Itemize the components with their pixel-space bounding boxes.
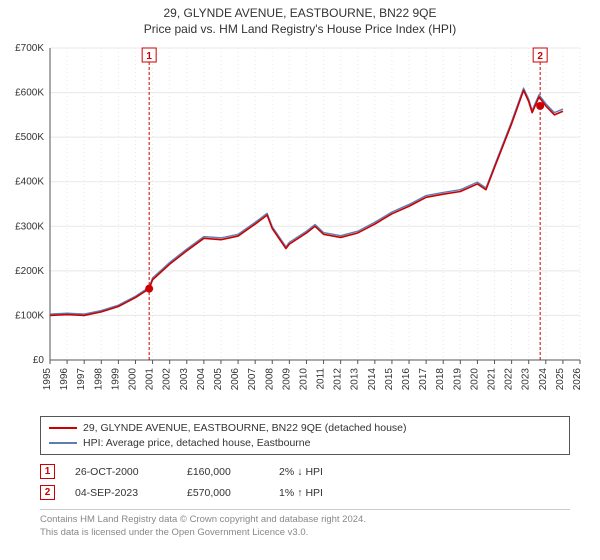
- svg-text:2016: 2016: [401, 368, 412, 391]
- svg-text:2009: 2009: [281, 368, 292, 391]
- svg-text:2011: 2011: [316, 368, 327, 390]
- svg-text:£600K: £600K: [15, 88, 44, 99]
- svg-text:£400K: £400K: [15, 177, 44, 188]
- svg-text:1999: 1999: [110, 368, 121, 391]
- svg-text:2: 2: [537, 51, 543, 62]
- legend-item: 29, GLYNDE AVENUE, EASTBOURNE, BN22 9QE …: [49, 421, 561, 436]
- footer-line: This data is licensed under the Open Gov…: [40, 527, 570, 539]
- footer-line: Contains HM Land Registry data © Crown c…: [40, 514, 570, 526]
- svg-text:2015: 2015: [384, 368, 395, 391]
- svg-text:2024: 2024: [538, 368, 549, 391]
- svg-text:£500K: £500K: [15, 132, 44, 143]
- svg-text:1995: 1995: [42, 368, 53, 391]
- legend-item: HPI: Average price, detached house, East…: [49, 436, 561, 451]
- event-price: £570,000: [187, 487, 259, 499]
- legend-label: HPI: Average price, detached house, East…: [83, 436, 310, 451]
- event-date: 26-OCT-2000: [75, 466, 167, 478]
- svg-text:2026: 2026: [572, 368, 583, 391]
- svg-text:2007: 2007: [247, 368, 258, 391]
- legend: 29, GLYNDE AVENUE, EASTBOURNE, BN22 9QE …: [40, 416, 570, 455]
- event-price: £160,000: [187, 466, 259, 478]
- svg-text:2003: 2003: [179, 368, 190, 391]
- svg-text:2005: 2005: [213, 368, 224, 391]
- chart-title: 29, GLYNDE AVENUE, EASTBOURNE, BN22 9QE: [0, 0, 600, 20]
- svg-text:2021: 2021: [487, 368, 498, 391]
- divider: [40, 509, 570, 510]
- svg-text:2002: 2002: [162, 368, 173, 391]
- svg-text:2020: 2020: [469, 368, 480, 391]
- svg-text:2004: 2004: [196, 368, 207, 391]
- chart-subtitle: Price paid vs. HM Land Registry's House …: [0, 20, 600, 40]
- svg-text:2019: 2019: [452, 368, 463, 391]
- line-chart: £0 £100K £200K £300K £400K £500K £600K £700K 199…: [0, 40, 600, 410]
- arrow-down-icon: ↓: [297, 466, 302, 478]
- chart-container: { "title": "29, GLYNDE AVENUE, EASTBOURN…: [0, 0, 600, 560]
- legend-swatch: [49, 427, 77, 429]
- svg-text:£300K: £300K: [15, 221, 44, 232]
- event-hpi: 1% ↑ HPI: [279, 487, 323, 499]
- svg-text:2012: 2012: [333, 368, 344, 391]
- svg-text:1997: 1997: [76, 368, 87, 391]
- svg-text:2010: 2010: [298, 368, 309, 391]
- event-marker-1: 1: [40, 464, 55, 479]
- svg-text:2014: 2014: [367, 368, 378, 391]
- svg-text:2001: 2001: [145, 368, 156, 391]
- svg-text:£100K: £100K: [15, 310, 44, 321]
- footer: Contains HM Land Registry data © Crown c…: [40, 514, 570, 539]
- event-date: 04-SEP-2023: [75, 487, 167, 499]
- legend-swatch: [49, 442, 77, 444]
- svg-text:2013: 2013: [350, 368, 361, 391]
- svg-text:2008: 2008: [264, 368, 275, 391]
- svg-text:2017: 2017: [418, 368, 429, 391]
- svg-text:2006: 2006: [230, 368, 241, 391]
- svg-text:2018: 2018: [435, 368, 446, 391]
- svg-text:2025: 2025: [555, 368, 566, 391]
- svg-text:1998: 1998: [93, 368, 104, 391]
- event-hpi: 2% ↓ HPI: [279, 466, 323, 478]
- svg-text:£700K: £700K: [15, 43, 44, 54]
- event-marker-2: 2: [40, 485, 55, 500]
- table-row: 2 04-SEP-2023 £570,000 1% ↑ HPI: [40, 482, 570, 503]
- svg-text:£0: £0: [33, 355, 45, 366]
- svg-text:2000: 2000: [127, 368, 138, 391]
- event-table: 1 26-OCT-2000 £160,000 2% ↓ HPI 2 04-SEP…: [40, 461, 570, 503]
- table-row: 1 26-OCT-2000 £160,000 2% ↓ HPI: [40, 461, 570, 482]
- legend-label: 29, GLYNDE AVENUE, EASTBOURNE, BN22 9QE …: [83, 421, 407, 436]
- arrow-up-icon: ↑: [297, 487, 302, 499]
- svg-text:1: 1: [146, 51, 152, 62]
- chart-svg: £0 £100K £200K £300K £400K £500K £600K £700K 199…: [0, 40, 600, 410]
- svg-text:2023: 2023: [521, 368, 532, 391]
- svg-text:2022: 2022: [504, 368, 515, 391]
- svg-text:1996: 1996: [59, 368, 70, 391]
- svg-text:£200K: £200K: [15, 266, 44, 277]
